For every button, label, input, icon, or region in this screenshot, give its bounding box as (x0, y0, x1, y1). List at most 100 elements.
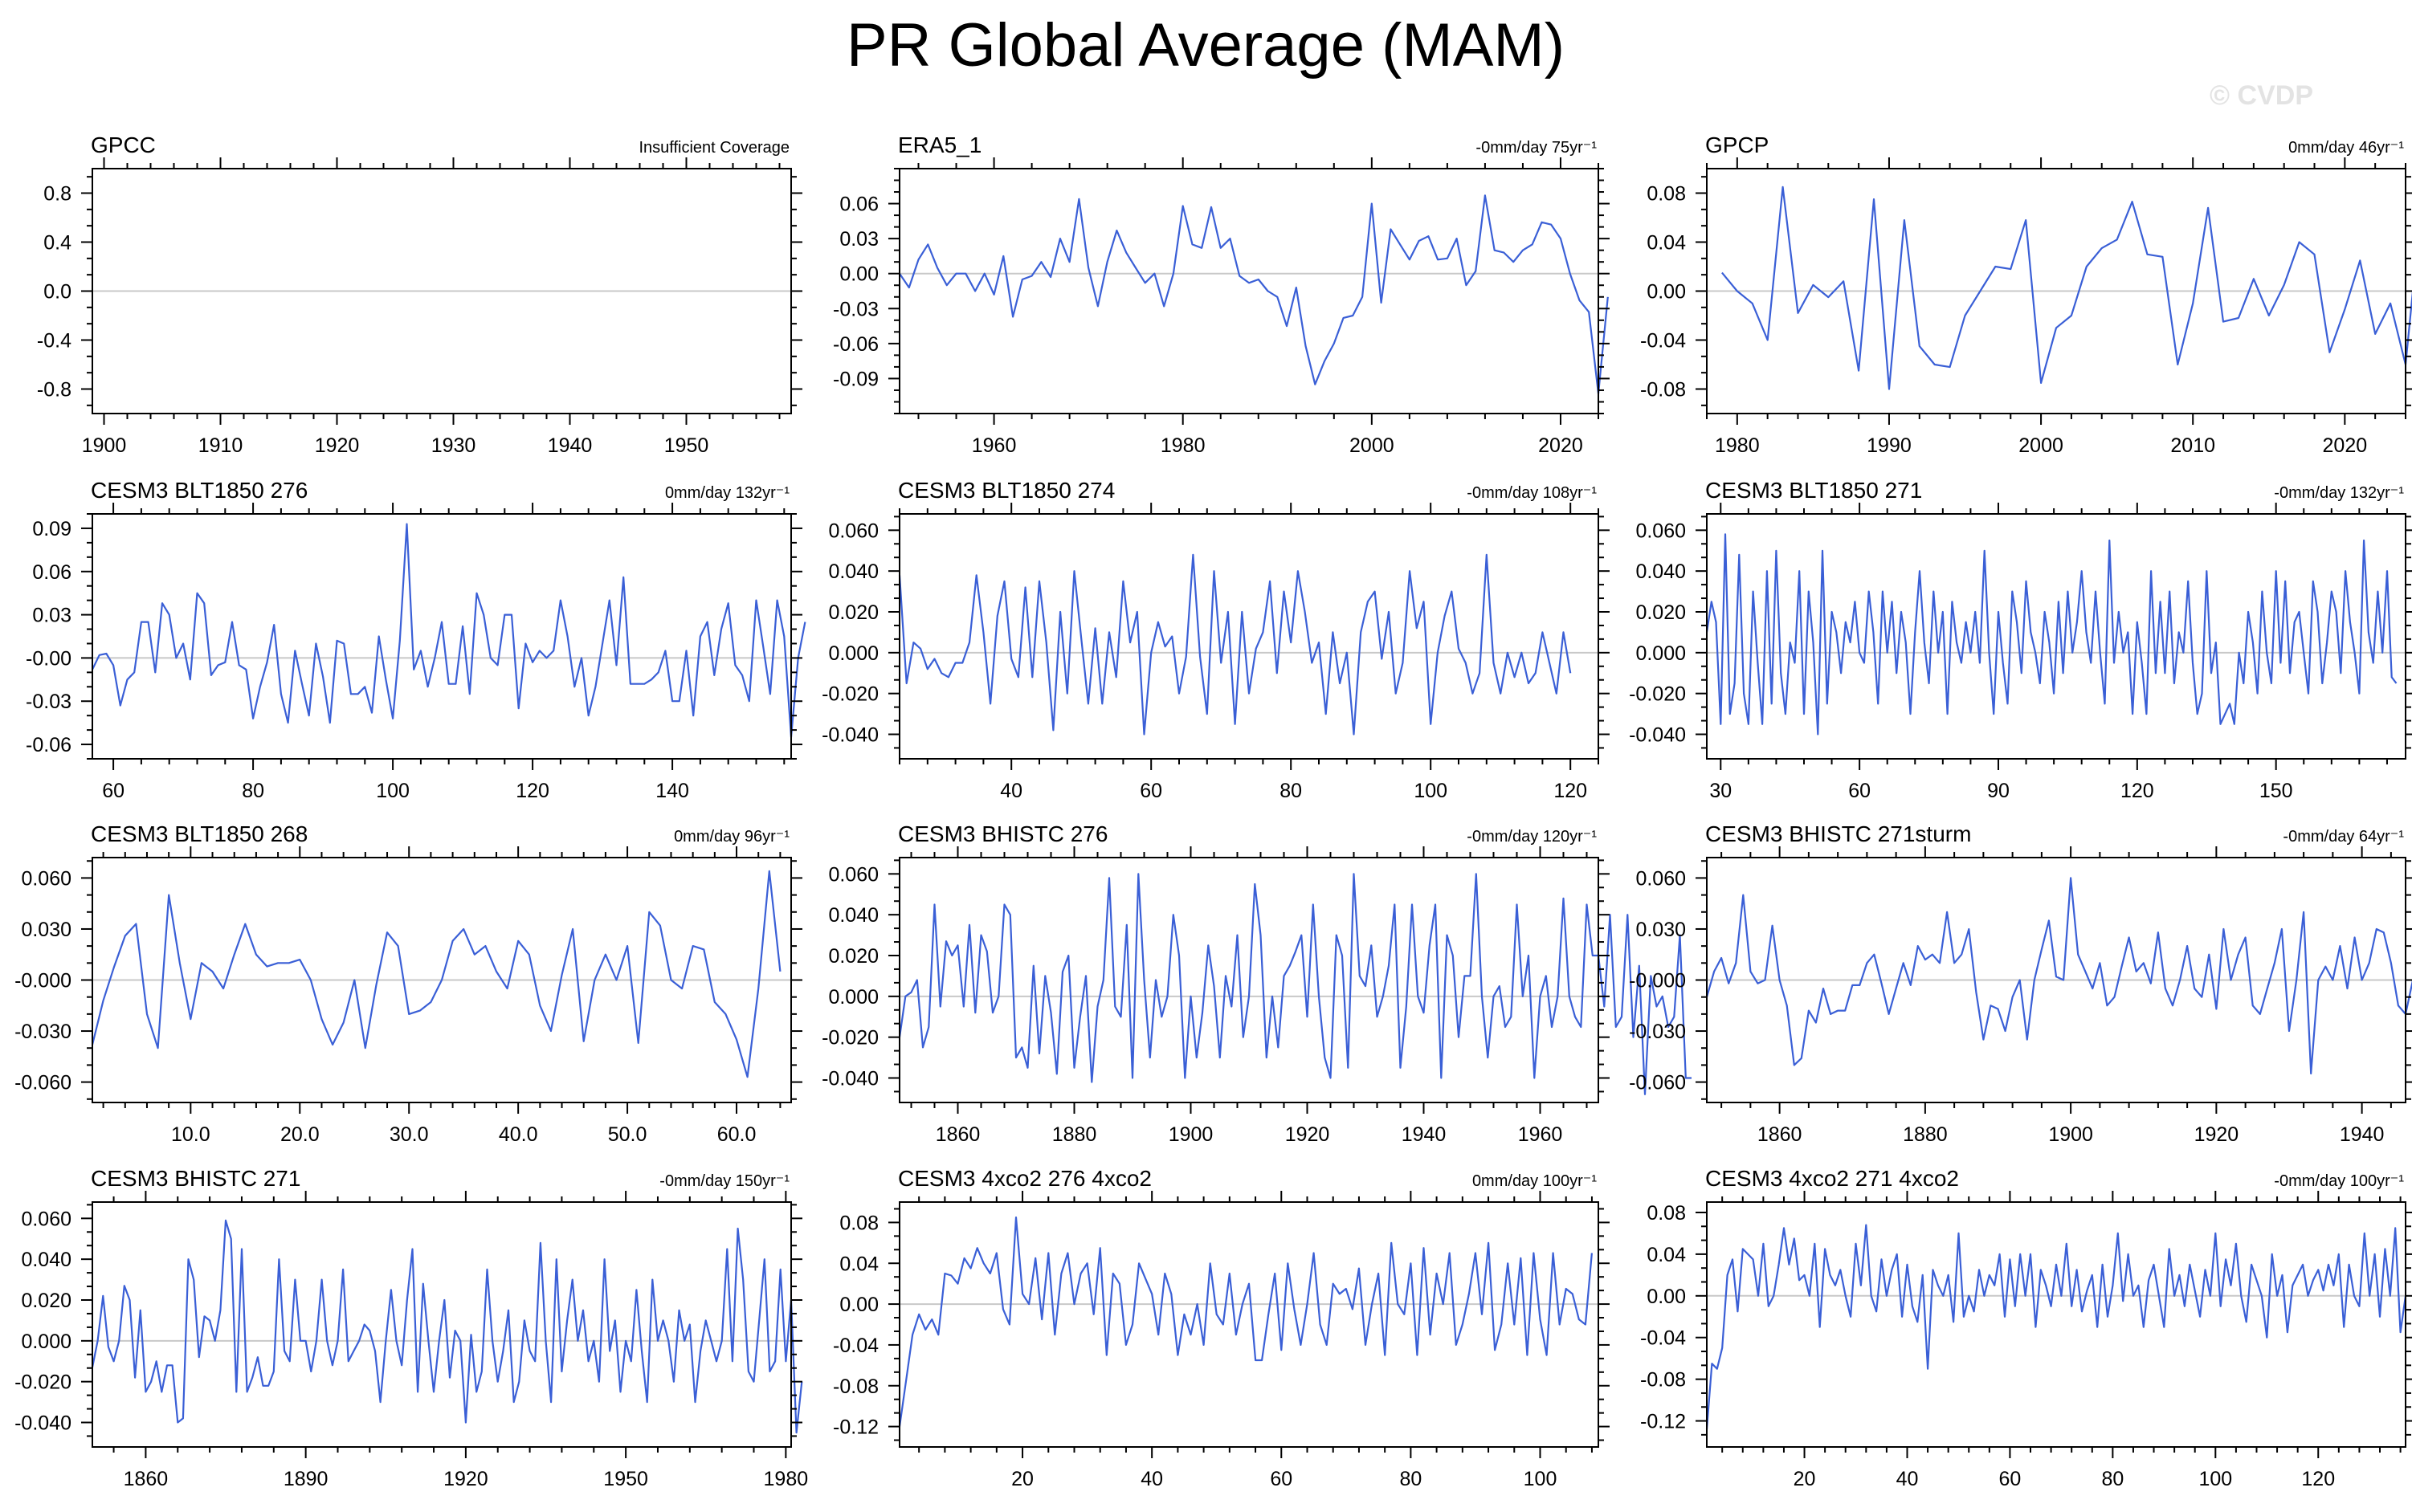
x-tick-label: 2020 (2323, 434, 2368, 457)
y-tick-label: 0.04 (839, 1253, 879, 1275)
panel-note: -0mm/day 120yr⁻¹ (1467, 828, 1597, 846)
figure-title: PR Global Average (MAM) (847, 11, 1565, 79)
panel-title: CESM3 BLT1850 268 (91, 821, 308, 846)
y-tick-label: -0.060 (1629, 1072, 1686, 1094)
x-tick-label: 1940 (548, 434, 593, 457)
panel-note: -0mm/day 64yr⁻¹ (2283, 828, 2404, 846)
y-tick-label: -0.000 (14, 970, 71, 992)
x-tick-label: 120 (2120, 780, 2154, 802)
x-tick-label: 30 (1709, 780, 1732, 802)
series-line (898, 1216, 1593, 1427)
panel-title: CESM3 4xco2 271 4xco2 (1705, 1166, 1959, 1191)
y-tick-label: -0.040 (14, 1412, 71, 1435)
y-tick-label: 0.000 (21, 1331, 71, 1353)
y-tick-label: 0.03 (32, 605, 71, 627)
y-tick-label: 0.060 (1635, 867, 1686, 890)
x-tick-label: 1990 (1867, 434, 1912, 457)
y-tick-label: -0.09 (833, 368, 879, 390)
x-tick-label: 1920 (315, 434, 360, 457)
x-tick-label: 1860 (1757, 1123, 1802, 1146)
x-tick-label: 100 (376, 780, 410, 802)
x-tick-label: 1940 (2340, 1123, 2385, 1146)
series-line (1705, 1224, 2407, 1429)
x-tick-label: 30.0 (390, 1123, 429, 1146)
x-tick-label: 1900 (2048, 1123, 2093, 1146)
x-tick-label: 1920 (443, 1468, 488, 1490)
panel-note: -0mm/day 100yr⁻¹ (2274, 1172, 2404, 1190)
panel-12: CESM3 4xco2 271 4xco2 -0mm/day 100yr⁻¹ 20 4… (1640, 1166, 2412, 1490)
y-tick-label: 0.020 (828, 601, 879, 624)
y-tick-label: 0.09 (32, 518, 71, 540)
x-tick-label: 1980 (1715, 434, 1760, 457)
x-tick-label: 1950 (603, 1468, 648, 1490)
x-tick-label: 20 (1794, 1468, 1816, 1490)
series-line (1705, 533, 2398, 736)
series-line (898, 873, 1692, 1095)
series-line (91, 1219, 803, 1434)
y-tick-label: -0.04 (1640, 1327, 1686, 1350)
y-tick-label: -0.12 (833, 1416, 879, 1439)
panel-8: CESM3 BHISTC 276 -0mm/day 120yr⁻¹ 1860 1880… (822, 821, 1692, 1146)
x-tick-label: 2000 (1349, 434, 1394, 457)
x-tick-label: 20.0 (280, 1123, 320, 1146)
x-tick-label: 100 (2198, 1468, 2232, 1490)
series-line (1721, 185, 2412, 390)
x-tick-label: 1960 (972, 434, 1017, 457)
panel-title: CESM3 4xco2 276 4xco2 (898, 1166, 1152, 1191)
y-tick-label: -0.020 (1629, 683, 1686, 706)
y-tick-label: 0.000 (1635, 642, 1686, 665)
panel-10: CESM3 BHISTC 271 -0mm/day 150yr⁻¹ 1860 1890… (14, 1166, 808, 1490)
panel-title: CESM3 BLT1850 274 (898, 478, 1115, 503)
y-tick-label: -0.4 (37, 330, 71, 353)
x-tick-label: 2020 (1538, 434, 1583, 457)
x-tick-label: 60 (1999, 1468, 2022, 1490)
x-tick-label: 1980 (1161, 434, 1206, 457)
panel-5: CESM3 BLT1850 274 -0mm/day 108yr⁻¹ 40 60 80 1… (822, 478, 1610, 802)
panel-7: CESM3 BLT1850 268 0mm/day 96yr⁻¹ 10.0 20.0 3… (14, 821, 802, 1146)
x-tick-label: 140 (655, 780, 689, 802)
x-tick-label: 1860 (124, 1468, 169, 1490)
y-tick-label: -0.00 (26, 647, 71, 670)
y-tick-label: 0.000 (828, 642, 879, 665)
x-tick-label: 80 (1399, 1468, 1422, 1490)
y-tick-label: 0.060 (828, 863, 879, 886)
x-tick-label: 120 (516, 780, 549, 802)
y-tick-label: 0.030 (1635, 919, 1686, 941)
y-tick-label: 0.00 (1647, 1286, 1686, 1308)
y-tick-label: 0.060 (828, 520, 879, 542)
panel-note: 0mm/day 46yr⁻¹ (2288, 139, 2404, 157)
panel-title: CESM3 BLT1850 276 (91, 478, 308, 503)
x-tick-label: 1880 (1903, 1123, 1948, 1146)
panel-title: CESM3 BHISTC 276 (898, 821, 1108, 846)
x-tick-label: 80 (242, 780, 264, 802)
x-tick-label: 90 (1987, 780, 2010, 802)
plot-frame (92, 513, 792, 760)
x-tick-label: 40 (1141, 1468, 1163, 1490)
x-tick-label: 1940 (1402, 1123, 1447, 1146)
panel-note: 0mm/day 132yr⁻¹ (665, 484, 790, 502)
plot-frame (899, 513, 1599, 760)
x-tick-label: 40.0 (499, 1123, 538, 1146)
y-tick-label: 0.00 (1647, 281, 1686, 304)
y-tick-label: 0.08 (1647, 1202, 1686, 1225)
panel-1: GPCC Insufficient Coverage 1900 1910 1920 193… (37, 132, 802, 457)
x-tick-label: 50.0 (608, 1123, 647, 1146)
panel-title: CESM3 BHISTC 271sturm (1705, 821, 1971, 846)
y-tick-label: -0.06 (833, 333, 879, 356)
x-tick-label: 1910 (198, 434, 243, 457)
y-tick-label: 0.0 (43, 281, 71, 304)
y-tick-label: 0.060 (1635, 520, 1686, 542)
x-tick-label: 60 (1140, 780, 1162, 802)
y-tick-label: 0.04 (1647, 232, 1686, 255)
x-tick-label: 150 (2259, 780, 2293, 802)
y-tick-label: -0.040 (1629, 724, 1686, 747)
y-tick-label: 0.020 (1635, 601, 1686, 624)
x-tick-label: 60 (102, 780, 124, 802)
x-tick-label: 1980 (764, 1468, 809, 1490)
series-line (91, 870, 782, 1078)
y-tick-label: 0.060 (21, 867, 71, 890)
y-tick-label: -0.040 (822, 1068, 879, 1090)
x-tick-label: 1900 (1169, 1123, 1214, 1146)
y-tick-label: 0.00 (839, 263, 879, 286)
panel-note: 0mm/day 100yr⁻¹ (1472, 1172, 1597, 1190)
